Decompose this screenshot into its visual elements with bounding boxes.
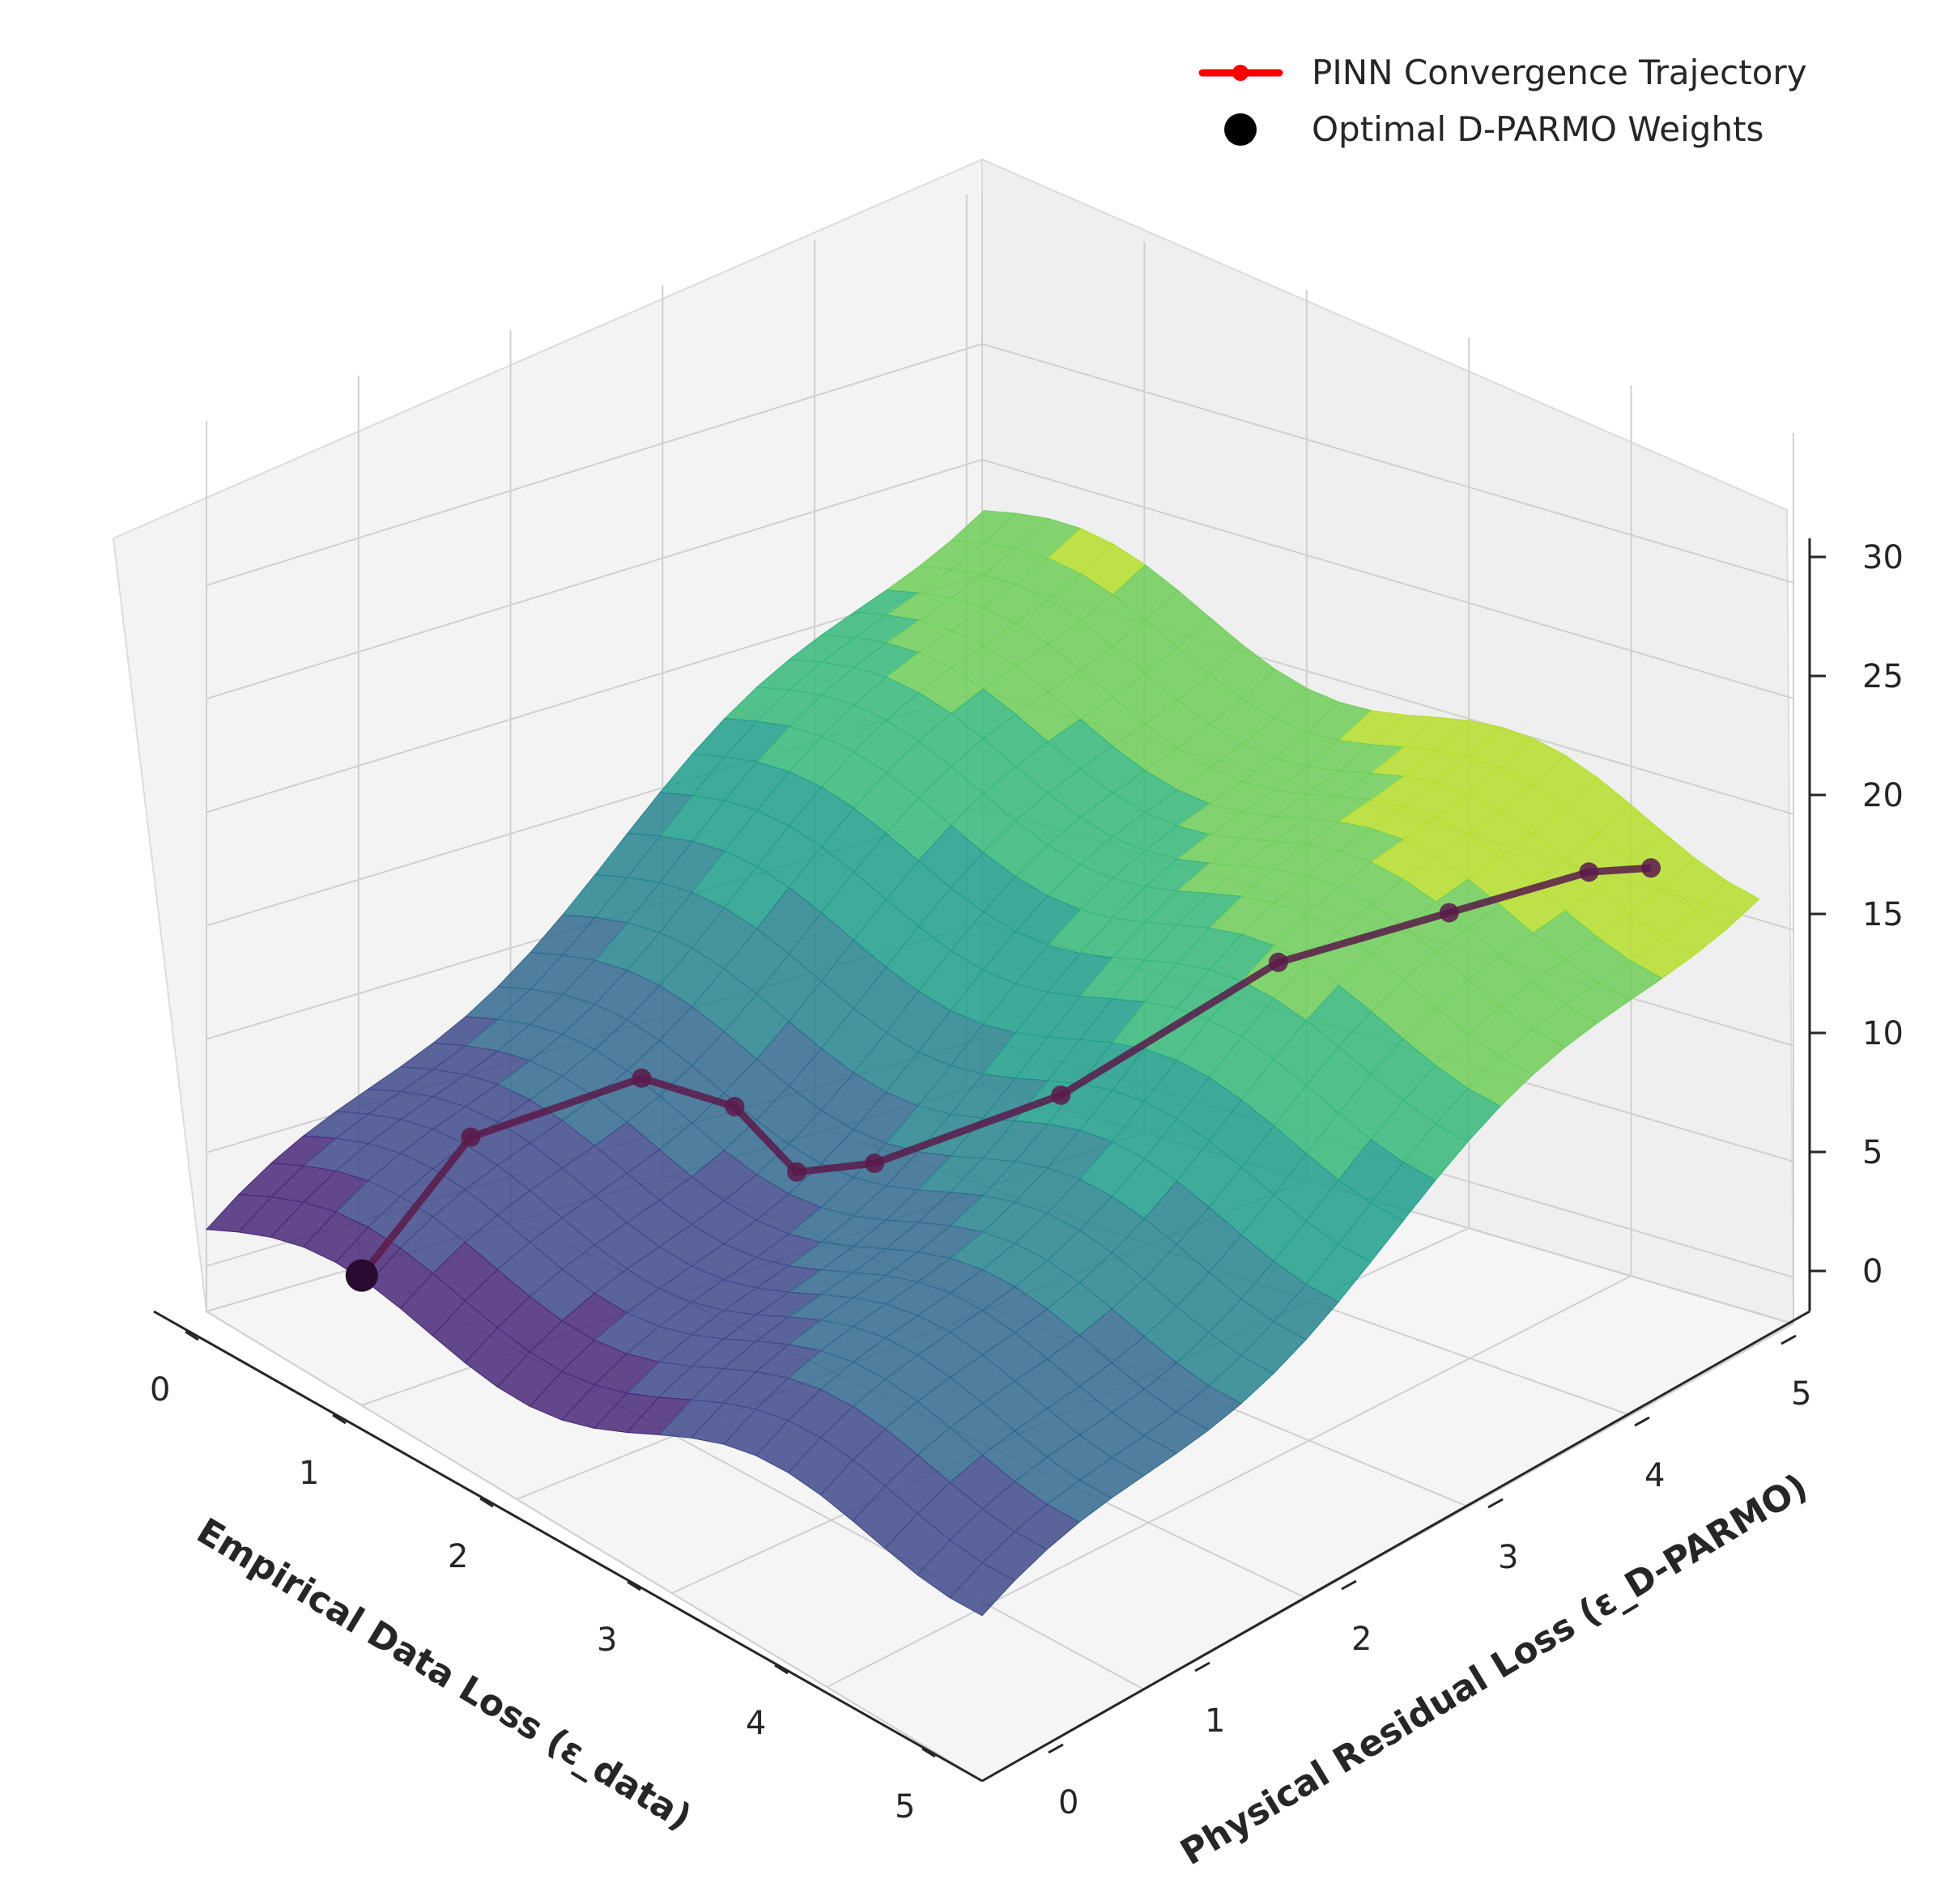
- x-tick-label: 0: [150, 1371, 170, 1409]
- trajectory-point: [1051, 1085, 1071, 1105]
- legend-label-trajectory: PINN Convergence Trajectory: [1312, 53, 1807, 92]
- z-tick-label: 10: [1862, 1015, 1904, 1052]
- y-tick-label: 5: [1791, 1375, 1811, 1413]
- trajectory-point: [632, 1068, 652, 1088]
- trajectory-point: [1579, 862, 1599, 882]
- y-tick-mark: [1048, 1743, 1064, 1754]
- legend: PINN Convergence Trajectory Optimal D-PA…: [1198, 53, 1807, 149]
- optimal-weights-point: [345, 1259, 378, 1292]
- y-tick-label: 3: [1498, 1539, 1518, 1576]
- x-tick-label: 1: [299, 1455, 319, 1492]
- y-tick-mark: [1487, 1498, 1504, 1509]
- legend-line-marker: [1232, 65, 1249, 81]
- legend-label-optimal: Optimal D-PARMO Weights: [1312, 109, 1763, 149]
- trajectory-point: [1439, 903, 1459, 923]
- trajectory-point: [1641, 858, 1661, 878]
- z-tick-label: 30: [1862, 539, 1904, 576]
- loss-surface: [205, 510, 1760, 1617]
- x-tick-mark: [774, 1664, 789, 1675]
- trajectory-point: [725, 1097, 745, 1117]
- z-tick-label: 0: [1862, 1253, 1883, 1290]
- grid-line-left-z: [206, 458, 983, 700]
- x-tick-mark: [921, 1747, 936, 1758]
- x-tick-label: 4: [746, 1705, 766, 1742]
- surface-patch: [949, 1562, 1015, 1617]
- grid-line-floor-x: [826, 1275, 1632, 1688]
- y-tick-label: 2: [1351, 1621, 1372, 1658]
- legend-dot-swatch: [1224, 113, 1257, 146]
- x-tick-mark: [332, 1413, 347, 1425]
- x-tick-label: 5: [895, 1788, 915, 1825]
- axes-group: 0 1 2 3 4 5 0 1 2 3 4 5 0 5 10 15 20 25 30: [150, 538, 1904, 1825]
- y-tick-mark: [1634, 1416, 1650, 1427]
- grid-line-left-z: [206, 342, 983, 587]
- x-tick-label: 2: [448, 1538, 468, 1575]
- x-tick-mark: [479, 1497, 494, 1508]
- y-tick-label: 1: [1205, 1702, 1225, 1740]
- y-tick-mark: [1194, 1661, 1210, 1672]
- z-tick-label: 5: [1862, 1134, 1883, 1171]
- trajectory-point: [461, 1127, 481, 1147]
- trajectory-point: [864, 1154, 884, 1174]
- z-tick-label: 15: [1862, 896, 1904, 933]
- y-tick-mark: [1780, 1334, 1797, 1345]
- x-axis-line: [153, 1310, 983, 1783]
- x-tick-label: 3: [597, 1621, 617, 1659]
- x-tick-mark: [185, 1330, 199, 1341]
- y-tick-mark: [1341, 1579, 1357, 1591]
- grid-line-right-z: [981, 458, 1794, 699]
- z-tick-label: 20: [1862, 777, 1904, 814]
- grid-line-floor-y: [206, 1311, 983, 1782]
- trajectory-series: [345, 858, 1661, 1292]
- grid-line-right-z: [981, 342, 1794, 584]
- y-tick-label: 4: [1644, 1457, 1665, 1494]
- trajectory-point: [1268, 952, 1288, 972]
- x-tick-mark: [627, 1580, 641, 1592]
- y-axis-line: [981, 1310, 1810, 1783]
- z-tick-label: 25: [1862, 658, 1904, 695]
- trajectory-point: [787, 1162, 807, 1182]
- y-tick-label: 0: [1058, 1784, 1078, 1821]
